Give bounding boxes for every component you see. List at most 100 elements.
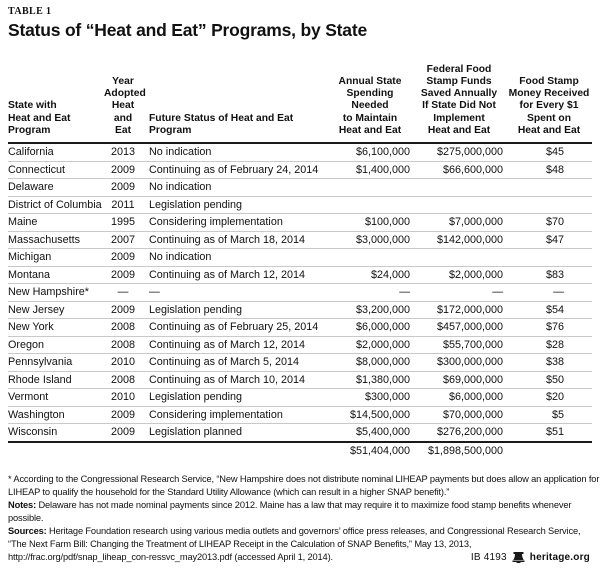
col-header-year-adopted: Year Adopted Heat and Eat bbox=[104, 57, 146, 144]
cell-state: New Hampshire* bbox=[8, 283, 104, 302]
cell-status: Legislation planned bbox=[142, 423, 328, 443]
cell-received: $70 bbox=[506, 213, 592, 232]
totals-empty-state bbox=[8, 442, 104, 461]
cell-status: No indication bbox=[142, 178, 328, 197]
sources-label: Sources: bbox=[8, 525, 47, 536]
cell-spending: $14,500,000 bbox=[328, 406, 412, 424]
cell-saved: $66,600,000 bbox=[412, 161, 506, 179]
cell-received bbox=[506, 178, 592, 197]
cell-year: 2011 bbox=[104, 196, 142, 214]
cell-saved: $276,200,000 bbox=[412, 423, 506, 443]
cell-spending: $1,400,000 bbox=[328, 161, 412, 179]
cell-status: Continuing as of February 25, 2014 bbox=[142, 318, 328, 337]
cell-saved: $457,000,000 bbox=[412, 318, 506, 337]
cell-spending bbox=[328, 196, 412, 214]
cell-state: Michigan bbox=[8, 248, 104, 267]
table-row: New Jersey 2009 Legislation pending $3,2… bbox=[8, 301, 592, 319]
footnote: * According to the Congressional Researc… bbox=[8, 473, 600, 499]
cell-saved: $142,000,000 bbox=[412, 231, 506, 249]
sources-line: Sources: Heritage Foundation research us… bbox=[8, 525, 600, 564]
cell-saved: $7,000,000 bbox=[412, 213, 506, 232]
cell-status: Continuing as of March 10, 2014 bbox=[142, 371, 328, 389]
cell-year: 2008 bbox=[104, 336, 142, 354]
table-row: New York 2008 Continuing as of February … bbox=[8, 318, 592, 337]
cell-state: New York bbox=[8, 318, 104, 337]
table-row: Connecticut 2009 Continuing as of Februa… bbox=[8, 161, 592, 179]
cell-status: Continuing as of March 18, 2014 bbox=[142, 231, 328, 249]
cell-saved: $300,000,000 bbox=[412, 353, 506, 372]
footnote-text: * According to the Congressional Researc… bbox=[8, 473, 600, 497]
cell-state: Massachusetts bbox=[8, 231, 104, 249]
cell-status: Continuing as of March 5, 2014 bbox=[142, 353, 328, 372]
cell-spending: $24,000 bbox=[328, 266, 412, 284]
cell-received: — bbox=[506, 283, 592, 302]
table-row: Massachusetts 2007 Continuing as of Marc… bbox=[8, 231, 592, 249]
table-row: Vermont 2010 Legislation pending $300,00… bbox=[8, 388, 592, 407]
cell-status: Considering implementation bbox=[142, 213, 328, 232]
cell-spending bbox=[328, 178, 412, 197]
cell-status: No indication bbox=[142, 143, 328, 162]
col-header-state: State with Heat and Eat Program bbox=[8, 57, 104, 144]
cell-status: Considering implementation bbox=[142, 406, 328, 424]
cell-status: Legislation pending bbox=[142, 196, 328, 214]
table-row: Pennsylvania 2010 Continuing as of March… bbox=[8, 353, 592, 372]
cell-state: Pennsylvania bbox=[8, 353, 104, 372]
totals-empty-status bbox=[142, 442, 328, 461]
cell-status: Continuing as of February 24, 2014 bbox=[142, 161, 328, 179]
col-header-future-status: Future Status of Heat and Eat Program bbox=[142, 57, 328, 144]
sources-text: Heritage Foundation research using vario… bbox=[8, 525, 581, 562]
cell-status: No indication bbox=[142, 248, 328, 267]
cell-state: Maine bbox=[8, 213, 104, 232]
table-row: Wisconsin 2009 Legislation planned $5,40… bbox=[8, 423, 592, 443]
table-row: Washington 2009 Considering implementati… bbox=[8, 406, 592, 424]
cell-year: — bbox=[104, 283, 142, 302]
table-row: Delaware 2009 No indication bbox=[8, 178, 592, 197]
table-body: California 2013 No indication $6,100,000… bbox=[8, 143, 592, 443]
cell-saved: $70,000,000 bbox=[412, 406, 506, 424]
cell-state: California bbox=[8, 143, 104, 162]
page-title: Status of “Heat and Eat” Programs, by St… bbox=[8, 20, 367, 40]
col-header-federal-funds-saved: Federal Food Stamp Funds Saved Annually … bbox=[412, 57, 506, 144]
cell-spending: $2,000,000 bbox=[328, 336, 412, 354]
table-row: New Hampshire* — — — — — bbox=[8, 283, 592, 302]
cell-state: Vermont bbox=[8, 388, 104, 407]
cell-year: 2009 bbox=[104, 248, 142, 267]
cell-received: $76 bbox=[506, 318, 592, 337]
cell-saved: $6,000,000 bbox=[412, 388, 506, 407]
cell-status: Legislation pending bbox=[142, 301, 328, 319]
total-annual-spending: $51,404,000 bbox=[349, 445, 410, 458]
cell-year: 2013 bbox=[104, 143, 142, 162]
document-id: IB 4193 bbox=[470, 552, 507, 563]
cell-received: $38 bbox=[506, 353, 592, 372]
cell-spending: $6,100,000 bbox=[328, 143, 412, 162]
cell-spending: $1,380,000 bbox=[328, 371, 412, 389]
table-number-label: TABLE 1 bbox=[8, 6, 52, 17]
cell-year: 2007 bbox=[104, 231, 142, 249]
cell-state: Rhode Island bbox=[8, 371, 104, 389]
cell-year: 2009 bbox=[104, 301, 142, 319]
cell-year: 2009 bbox=[104, 406, 142, 424]
cell-saved: $69,000,000 bbox=[412, 371, 506, 389]
liberty-bell-icon bbox=[512, 552, 525, 563]
notes-section: * According to the Congressional Researc… bbox=[8, 473, 600, 564]
cell-spending: $300,000 bbox=[328, 388, 412, 407]
cell-year: 2009 bbox=[104, 161, 142, 179]
footer: IB 4193 heritage.org bbox=[471, 552, 590, 563]
cell-year: 2008 bbox=[104, 318, 142, 337]
cell-saved: $172,000,000 bbox=[412, 301, 506, 319]
cell-spending: — bbox=[328, 283, 412, 302]
cell-spending: $8,000,000 bbox=[328, 353, 412, 372]
table-row: Maine 1995 Considering implementation $1… bbox=[8, 213, 592, 232]
cell-year: 2009 bbox=[104, 266, 142, 284]
notes-line: Notes: Delaware has not made nominal pay… bbox=[8, 499, 600, 525]
cell-year: 2009 bbox=[104, 178, 142, 197]
brand-link: heritage.org bbox=[529, 552, 590, 563]
totals-empty-received bbox=[506, 442, 592, 461]
cell-received: $47 bbox=[506, 231, 592, 249]
cell-year: 2009 bbox=[104, 423, 142, 443]
cell-status: — bbox=[142, 283, 328, 302]
cell-saved: $55,700,000 bbox=[412, 336, 506, 354]
cell-spending: $5,400,000 bbox=[328, 423, 412, 443]
cell-received: $28 bbox=[506, 336, 592, 354]
